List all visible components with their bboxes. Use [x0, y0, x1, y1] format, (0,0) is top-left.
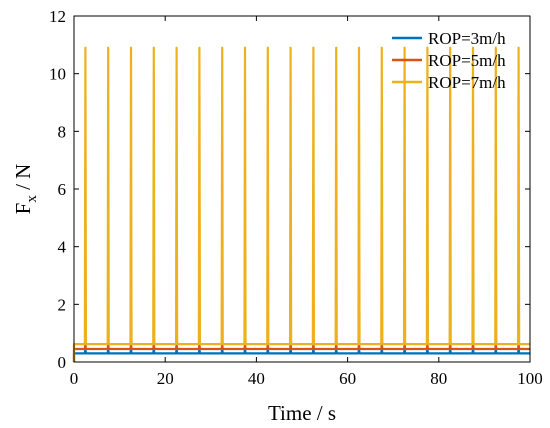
y-axis-title: Fx / N	[11, 164, 40, 215]
x-tick-label: 100	[517, 369, 543, 388]
series-line-3	[72, 46, 530, 362]
y-axis-title-subscript: x	[24, 195, 40, 203]
legend-label-3: ROP=7m/h	[428, 73, 506, 92]
series-line-2	[72, 343, 530, 362]
series-line-1	[72, 347, 530, 362]
legend-label-2: ROP=5m/h	[428, 51, 506, 70]
x-tick-label: 20	[157, 369, 174, 388]
y-axis-title-main: F	[11, 203, 35, 215]
y-tick-label: 2	[58, 295, 67, 314]
x-axis-title: Time / s	[268, 401, 336, 425]
y-tick-label: 8	[58, 122, 67, 141]
x-tick-label: 60	[339, 369, 356, 388]
x-tick-label: 40	[248, 369, 265, 388]
series-layer	[72, 46, 530, 362]
y-axis-title-unit: / N	[11, 164, 35, 196]
legend: ROP=3m/h ROP=5m/h ROP=7m/h	[392, 29, 506, 92]
x-tick-label: 80	[430, 369, 447, 388]
legend-label-1: ROP=3m/h	[428, 29, 506, 48]
y-tick-label: 4	[58, 238, 67, 257]
x-tick-label: 0	[70, 369, 79, 388]
ticks-layer: 0 20 40 60 80 100 0 2 4 6 8 10 12	[49, 7, 543, 388]
y-tick-label: 10	[49, 65, 66, 84]
y-tick-label: 6	[58, 180, 67, 199]
y-tick-label: 12	[49, 7, 66, 26]
y-tick-label: 0	[58, 353, 67, 372]
